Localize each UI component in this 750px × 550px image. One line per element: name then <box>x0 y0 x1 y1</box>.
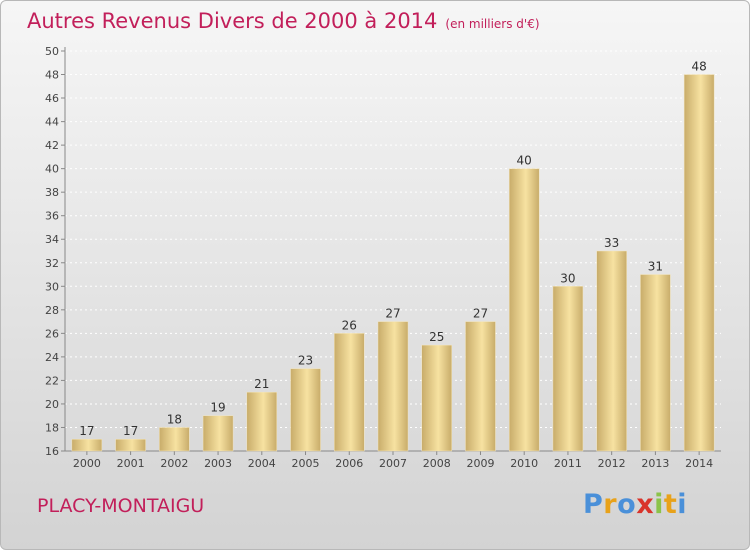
bar <box>421 344 452 452</box>
bar-value-label: 17 <box>79 424 94 438</box>
bar-value-label: 27 <box>385 307 400 321</box>
bar-value-label: 19 <box>210 401 225 415</box>
y-tick-label: 22 <box>45 374 59 387</box>
y-tick-label: 46 <box>45 92 59 105</box>
logo-letter: i <box>654 489 664 520</box>
bar <box>246 391 278 452</box>
proxiti-logo: Proxiti <box>583 489 687 520</box>
bar-value-label: 33 <box>604 236 619 250</box>
bar <box>377 321 409 452</box>
bar <box>290 368 321 452</box>
y-tick-label: 24 <box>45 351 59 364</box>
bar-value-label: 27 <box>473 307 488 321</box>
bar <box>640 274 671 452</box>
x-tick-label: 2007 <box>379 457 407 470</box>
bar <box>71 438 103 452</box>
bar <box>159 427 190 452</box>
x-tick-label: 2014 <box>685 457 713 470</box>
y-tick-label: 16 <box>45 445 59 458</box>
bar-value-label: 26 <box>342 318 357 332</box>
chart-title-unit: (en milliers d'€) <box>445 17 540 31</box>
x-tick-label: 2010 <box>510 457 538 470</box>
bar-value-label: 40 <box>517 154 532 168</box>
y-tick-label: 42 <box>45 139 59 152</box>
logo-letter: x <box>636 489 655 520</box>
x-tick-label: 2011 <box>554 457 582 470</box>
bar-value-label: 17 <box>123 424 138 438</box>
logo-letter: o <box>617 489 637 520</box>
y-tick-label: 26 <box>45 327 59 340</box>
x-tick-label: 2005 <box>292 457 320 470</box>
bar-value-label: 30 <box>560 271 575 285</box>
y-tick-label: 34 <box>45 233 59 246</box>
y-tick-label: 48 <box>45 69 59 82</box>
bar-value-label: 25 <box>429 330 444 344</box>
logo-letter: r <box>603 489 618 520</box>
location-label: PLACY-MONTAIGU <box>37 495 205 517</box>
bar <box>115 438 146 452</box>
bar-value-label: 18 <box>167 412 182 426</box>
logo-letter: i <box>677 489 688 520</box>
logo-letter: t <box>663 489 678 520</box>
bar <box>683 74 715 452</box>
x-tick-label: 2000 <box>73 457 101 470</box>
y-tick-label: 40 <box>45 163 59 176</box>
x-tick-label: 2013 <box>641 457 669 470</box>
y-tick-label: 50 <box>45 45 59 58</box>
y-tick-label: 18 <box>45 421 59 434</box>
bar <box>508 168 540 452</box>
y-tick-label: 28 <box>45 304 59 317</box>
x-tick-label: 2012 <box>598 457 626 470</box>
x-tick-label: 2004 <box>248 457 276 470</box>
logo-letter: P <box>583 489 604 520</box>
y-tick-label: 36 <box>45 210 59 223</box>
bar <box>334 333 365 452</box>
y-tick-label: 32 <box>45 257 59 270</box>
x-tick-label: 2002 <box>160 457 188 470</box>
x-tick-label: 2006 <box>335 457 363 470</box>
y-tick-label: 30 <box>45 280 59 293</box>
bar-value-label: 21 <box>254 377 269 391</box>
x-tick-label: 2001 <box>117 457 145 470</box>
y-tick-label: 44 <box>45 116 59 129</box>
bar <box>552 286 584 452</box>
x-tick-label: 2009 <box>466 457 494 470</box>
bar-value-label: 23 <box>298 354 313 368</box>
chart-title-main: Autres Revenus Divers de 2000 à 2014 <box>27 9 438 33</box>
x-tick-label: 2008 <box>423 457 451 470</box>
x-tick-label: 2003 <box>204 457 232 470</box>
y-tick-label: 38 <box>45 186 59 199</box>
bar <box>202 415 234 452</box>
bar <box>596 250 627 452</box>
y-tick-label: 20 <box>45 398 59 411</box>
bar-value-label: 48 <box>691 60 706 74</box>
chart-title: Autres Revenus Divers de 2000 à 2014 (en … <box>27 9 540 33</box>
bar <box>465 321 496 452</box>
bar-value-label: 31 <box>648 260 663 274</box>
